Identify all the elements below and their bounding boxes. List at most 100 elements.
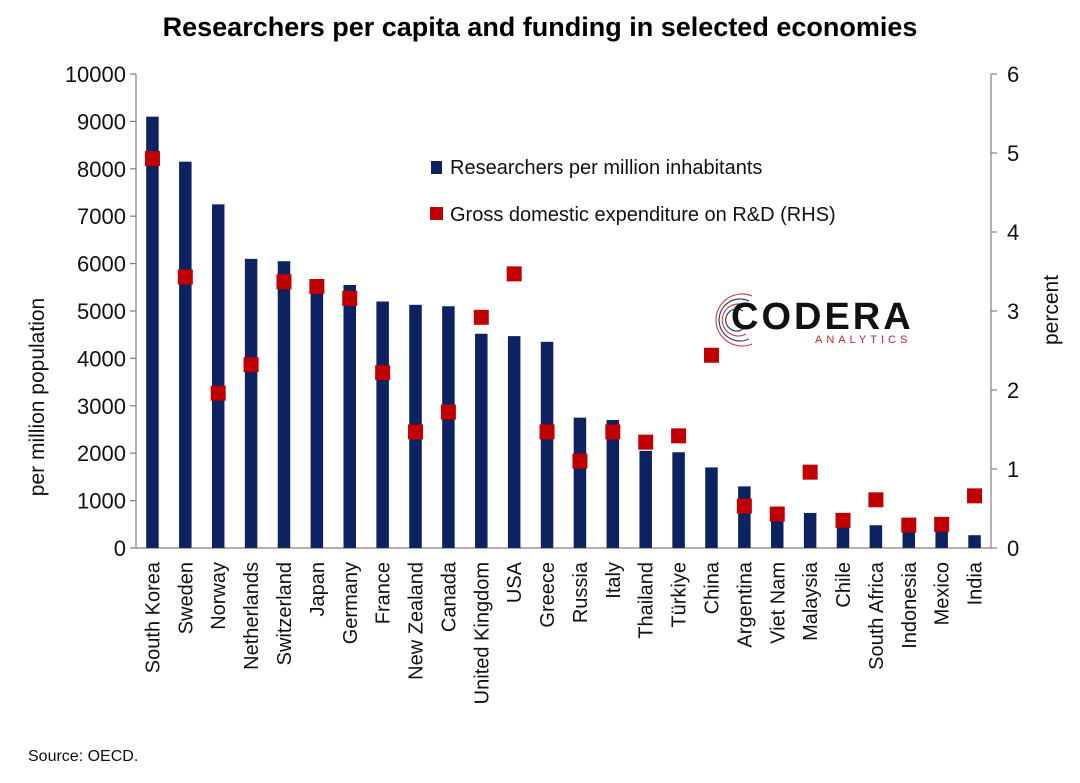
right-axis: 0 1 2 3 4 5 6 [990, 62, 1019, 561]
marker-10 [440, 404, 456, 420]
right-tick-label: 2 [1007, 378, 1019, 403]
marker-16 [638, 434, 654, 450]
bar-20 [771, 519, 784, 548]
x-tick-label: Netherlands [241, 562, 263, 670]
marker-19 [736, 498, 752, 514]
x-tick-label: India [965, 561, 987, 605]
bar-26 [968, 535, 981, 548]
x-tick-label: Japan [307, 562, 329, 617]
bar-24 [902, 531, 916, 548]
bar-5 [277, 261, 291, 548]
left-tick-label: 7000 [77, 204, 126, 229]
x-tick-label: Russia [570, 561, 592, 623]
left-tick-label: 10000 [65, 62, 126, 87]
y-axis-label-left: per million population [26, 298, 49, 496]
x-tick-label: Malaysia [800, 561, 822, 641]
bar-18 [705, 467, 718, 548]
x-tick-label: France [373, 562, 395, 624]
bar-4 [244, 258, 258, 548]
x-tick-label: United Kingdom [471, 562, 493, 704]
right-tick-label: 4 [1007, 220, 1019, 245]
bar-11 [475, 333, 488, 548]
x-axis-labels: South Korea Sweden Norway Netherlands Switze… [142, 561, 986, 704]
legend-bar-swatch [431, 161, 442, 174]
logo-sub: ANALYTICS [815, 334, 911, 346]
bar-13 [540, 341, 554, 548]
codera-logo: CODERA ANALYTICS [715, 293, 914, 347]
marker-12 [506, 266, 522, 282]
x-tick-label: Sweden [175, 562, 197, 634]
bar-21 [803, 512, 817, 548]
bar-series [146, 116, 981, 548]
marker-4 [243, 357, 259, 373]
x-tick-label: Argentina [734, 561, 756, 647]
x-tick-label: Switzerland [274, 562, 296, 665]
marker-15 [605, 424, 621, 440]
marker-23 [868, 492, 884, 508]
marker-14 [572, 453, 588, 469]
source-note: Source: OECD. [28, 748, 139, 765]
bar-2 [179, 161, 192, 548]
bar-23 [869, 525, 883, 548]
x-tick-label: South Korea [142, 561, 164, 673]
x-tick-label: Chile [833, 562, 855, 608]
bar-17 [672, 452, 685, 548]
marker-8 [375, 365, 391, 381]
y-axis-label-right: percent [1040, 275, 1063, 345]
right-tick-label: 1 [1007, 457, 1019, 482]
legend: Researchers per million inhabitants Gros… [430, 157, 836, 226]
x-tick-label: New Zealand [406, 562, 428, 680]
x-tick-label: Italy [603, 562, 625, 599]
bar-1 [146, 116, 159, 548]
bar-12 [507, 336, 521, 548]
left-tick-label: 5000 [77, 299, 126, 324]
x-tick-label: South Africa [866, 561, 888, 670]
x-tick-label: China [701, 561, 723, 614]
left-tick-label: 3000 [77, 394, 126, 419]
marker-7 [342, 290, 358, 306]
left-tick-label: 6000 [77, 252, 126, 277]
marker-5 [276, 274, 292, 290]
legend-marker-swatch [430, 207, 443, 220]
bar-8 [376, 301, 389, 548]
x-tick-label: Viet Nam [767, 562, 789, 644]
bar-15 [606, 420, 620, 548]
bar-22 [836, 526, 850, 548]
marker-6 [309, 279, 325, 295]
x-tick-label: Norway [208, 562, 230, 630]
right-tick-label: 6 [1007, 62, 1019, 87]
bar-3 [211, 204, 225, 548]
right-tick-label: 3 [1007, 299, 1019, 324]
marker-22 [835, 512, 851, 528]
bar-25 [935, 529, 948, 548]
right-tick-label: 0 [1007, 536, 1019, 561]
x-tick-label: Germany [340, 562, 362, 644]
marker-25 [934, 516, 950, 532]
x-tick-label: Canada [438, 561, 460, 632]
x-tick-label: Indonesia [899, 561, 921, 649]
marker-series [144, 151, 983, 533]
x-tick-label: Mexico [932, 562, 954, 625]
logo-name: CODERA [731, 296, 914, 338]
left-tick-label: 0 [114, 536, 126, 561]
marker-3 [210, 385, 226, 401]
marker-18 [703, 347, 719, 363]
x-tick-label: Türkiye [669, 562, 691, 628]
marker-2 [177, 269, 193, 285]
left-tick-label: 9000 [77, 109, 126, 134]
marker-11 [473, 309, 489, 325]
bar-7 [343, 284, 356, 548]
left-tick-label: 2000 [77, 441, 126, 466]
bar-19 [738, 486, 751, 548]
logo-mark-icon [715, 293, 753, 347]
marker-13 [539, 424, 555, 440]
bar-10 [442, 306, 455, 548]
marker-9 [408, 424, 424, 440]
x-tick-label: Greece [537, 562, 559, 628]
marker-26 [967, 488, 983, 504]
bar-16 [639, 450, 652, 548]
left-tick-label: 1000 [77, 489, 126, 514]
left-tick-label: 8000 [77, 157, 126, 182]
legend-label-gerd: Gross domestic expenditure on R&D (RHS) [450, 204, 836, 226]
